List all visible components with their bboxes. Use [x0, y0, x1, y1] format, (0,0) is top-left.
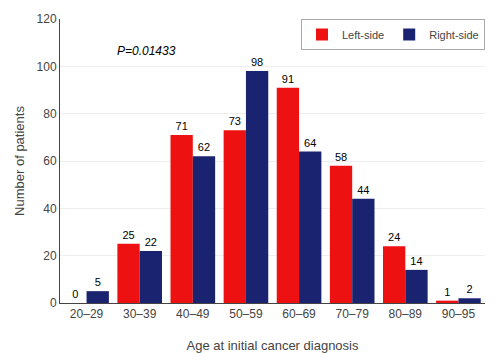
svg-text:120: 120 — [37, 12, 57, 26]
svg-text:60: 60 — [43, 154, 57, 168]
svg-text:73: 73 — [229, 115, 241, 127]
svg-text:60–69: 60–69 — [282, 307, 316, 321]
svg-text:20: 20 — [43, 249, 57, 263]
svg-text:80–89: 80–89 — [389, 307, 423, 321]
svg-text:40–49: 40–49 — [176, 307, 210, 321]
svg-text:100: 100 — [37, 60, 57, 74]
svg-text:64: 64 — [304, 137, 316, 149]
svg-text:71: 71 — [176, 120, 188, 132]
svg-text:44: 44 — [357, 184, 369, 196]
svg-text:58: 58 — [335, 151, 347, 163]
svg-text:80: 80 — [43, 107, 57, 121]
svg-text:Left-side: Left-side — [342, 29, 384, 41]
svg-text:91: 91 — [282, 73, 294, 85]
svg-text:24: 24 — [388, 231, 400, 243]
svg-text:20–29: 20–29 — [70, 307, 104, 321]
svg-text:0: 0 — [72, 288, 78, 300]
svg-text:22: 22 — [145, 236, 157, 248]
svg-text:50–59: 50–59 — [229, 307, 263, 321]
svg-text:40: 40 — [43, 202, 57, 216]
svg-text:70–79: 70–79 — [336, 307, 370, 321]
svg-text:Number of patients: Number of patients — [12, 106, 27, 216]
svg-text:0: 0 — [50, 296, 57, 310]
svg-text:14: 14 — [410, 255, 422, 267]
svg-text:Right-side: Right-side — [429, 29, 479, 41]
svg-text:1: 1 — [444, 286, 450, 298]
svg-text:98: 98 — [251, 56, 263, 68]
svg-text:P=0.01433: P=0.01433 — [117, 44, 176, 58]
svg-text:25: 25 — [122, 229, 134, 241]
svg-text:Age at initial cancer diagnosi: Age at initial cancer diagnosis — [187, 338, 359, 353]
svg-text:2: 2 — [467, 283, 473, 295]
svg-text:5: 5 — [95, 276, 101, 288]
svg-text:30–39: 30–39 — [123, 307, 157, 321]
svg-text:90–95: 90–95 — [442, 307, 476, 321]
svg-text:62: 62 — [198, 141, 210, 153]
